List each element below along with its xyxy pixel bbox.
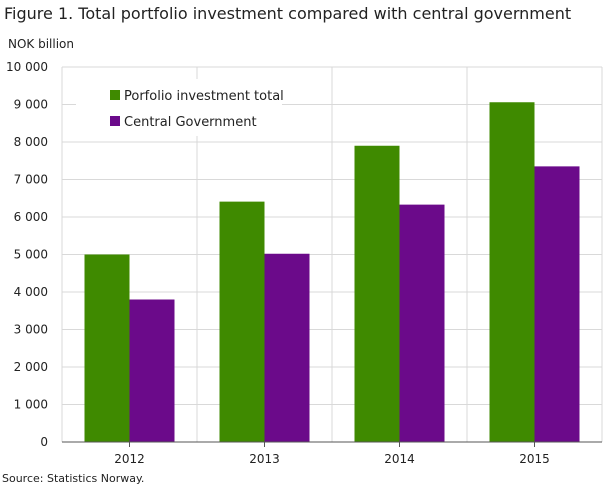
bar-portfolio-total-2015: [489, 102, 535, 442]
y-tick-label: 4 000: [14, 285, 48, 299]
y-tick-label: 2 000: [14, 360, 48, 374]
source-note: Source: Statistics Norway.: [2, 472, 145, 485]
legend: Porfolio investment total Central Governm…: [76, 79, 284, 136]
axis-layer: 0 1 000 2 000 3 000 4 000 5 000 6 000 7 000 8 00…: [6, 60, 602, 466]
y-axis-unit-label: NOK billion: [8, 37, 75, 51]
y-tick-label: 9 000: [14, 98, 48, 112]
bar-layer: [84, 102, 580, 442]
bar-portfolio-total-2013: [219, 201, 265, 442]
bar-portfolio-total-2014: [354, 145, 400, 442]
legend-swatch: [110, 90, 120, 100]
y-tick-label: 5 000: [14, 248, 48, 262]
y-tick-label: 0: [40, 435, 48, 449]
legend-swatch: [110, 116, 120, 126]
x-tick-label: 2014: [384, 452, 415, 466]
y-tick-label: 3 000: [14, 323, 48, 337]
legend-label: Porfolio investment total: [124, 89, 284, 104]
bar-central-government-2013: [264, 253, 310, 442]
chart-title: Figure 1. Total portfolio investment com…: [4, 4, 572, 23]
legend-label: Central Government: [124, 115, 257, 130]
y-tick-label: 6 000: [14, 210, 48, 224]
y-tick-label: 8 000: [14, 135, 48, 149]
x-tick-label: 2015: [519, 452, 550, 466]
y-tick-label: 10 000: [6, 60, 48, 74]
y-tick-label: 1 000: [14, 398, 48, 412]
bar-central-government-2012: [129, 299, 175, 442]
y-tick-label: 7 000: [14, 173, 48, 187]
bar-central-government-2014: [399, 204, 445, 442]
bar-portfolio-total-2012: [84, 254, 130, 442]
x-tick-label: 2013: [249, 452, 280, 466]
bar-central-government-2015: [534, 166, 580, 442]
x-tick-label: 2012: [114, 452, 145, 466]
legend-box: [76, 79, 282, 136]
